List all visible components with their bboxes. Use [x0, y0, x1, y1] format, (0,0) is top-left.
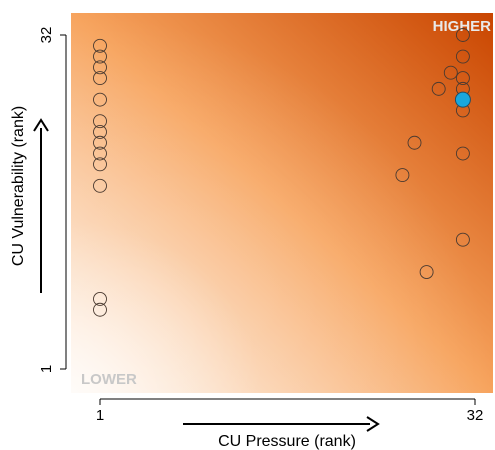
data-point: [93, 92, 107, 107]
y-arrowhead-icon: [33, 118, 49, 132]
y-tick-label-32: 32: [38, 27, 55, 44]
data-point: [455, 71, 470, 86]
data-point: [93, 125, 107, 139]
data-point: [93, 71, 107, 86]
y-axis: 32 1 CU Vulnerability (rank): [10, 27, 67, 373]
data-point: [93, 178, 107, 193]
x-axis-label: CU Pressure (rank): [218, 433, 356, 450]
data-point: [93, 135, 107, 150]
y-axis-label: CU Vulnerability (rank): [10, 106, 27, 266]
data-point: [455, 232, 470, 247]
data-point: [93, 49, 107, 64]
data-point: [407, 135, 422, 150]
data-point: [431, 81, 446, 96]
data-point: [93, 146, 107, 161]
x-tick-label-1: 1: [96, 407, 104, 424]
data-point: [455, 28, 470, 42]
plot-area: [71, 13, 493, 393]
x-arrowhead-icon: [366, 416, 380, 432]
data-point: [93, 292, 107, 306]
data-point: [93, 114, 107, 129]
y-tick-label-1: 1: [38, 365, 55, 373]
data-point: [93, 157, 107, 172]
data-point: [93, 302, 107, 317]
x-tick-label-32: 32: [467, 407, 484, 424]
data-point: [395, 168, 410, 183]
x-axis: 1 32 CU Pressure (rank): [96, 398, 484, 450]
plot-background-glow: [71, 13, 493, 393]
highlighted-data-point: [454, 91, 471, 108]
corner-label-higher: HIGHER: [433, 18, 492, 35]
data-point: [455, 146, 470, 161]
data-point: [419, 265, 434, 279]
data-point: [455, 49, 470, 64]
data-point: [93, 38, 107, 53]
points-layer: [93, 28, 471, 317]
data-point: [443, 65, 458, 80]
corner-label-lower: LOWER: [81, 371, 137, 388]
data-point: [93, 60, 107, 75]
